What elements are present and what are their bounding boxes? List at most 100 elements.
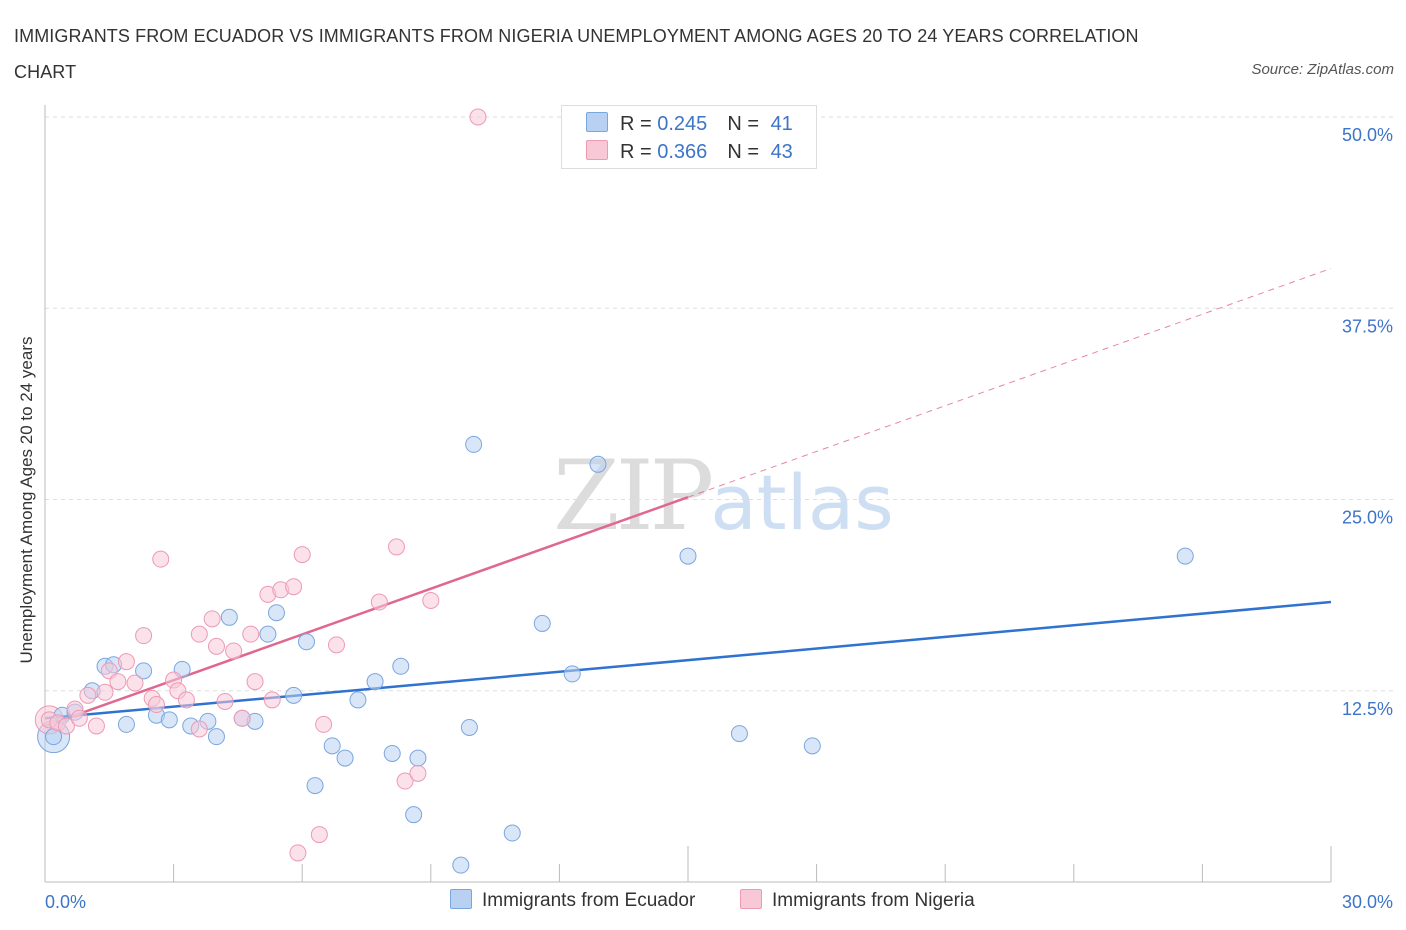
point-nigeria bbox=[315, 715, 333, 733]
point-ecuador bbox=[366, 673, 384, 691]
point-nigeria bbox=[289, 844, 307, 862]
x-ticks bbox=[44, 846, 1332, 882]
point-ecuador bbox=[730, 725, 748, 743]
series-label-nigeria: Immigrants from Nigeria bbox=[772, 890, 975, 911]
point-nigeria bbox=[293, 546, 311, 564]
point-nigeria bbox=[216, 692, 234, 710]
gridlines bbox=[45, 116, 1393, 692]
y-tick-label: 25.0% bbox=[1342, 508, 1393, 528]
legend-n-label: N = bbox=[727, 141, 765, 163]
point-nigeria bbox=[203, 610, 221, 628]
point-nigeria bbox=[70, 709, 88, 727]
series-legend-nigeria[interactable]: Immigrants from Nigeria bbox=[740, 889, 975, 912]
axes bbox=[44, 105, 1331, 883]
point-ecuador bbox=[563, 665, 581, 683]
point-nigeria bbox=[327, 636, 345, 654]
point-nigeria bbox=[190, 625, 208, 643]
source-label: Source: ZipAtlas.com bbox=[1251, 61, 1394, 78]
point-nigeria bbox=[409, 764, 427, 782]
trend-line-extension-nigeria bbox=[687, 267, 1332, 498]
legend-r-value-nigeria: 0.366 bbox=[657, 141, 708, 163]
point-ecuador bbox=[460, 718, 478, 736]
chart-title: IMMIGRANTS FROM ECUADOR VS IMMIGRANTS FR… bbox=[14, 26, 1139, 82]
x-tick-label: 0.0% bbox=[45, 892, 86, 912]
point-ecuador bbox=[117, 715, 135, 733]
point-nigeria bbox=[135, 627, 153, 645]
point-nigeria bbox=[370, 593, 388, 611]
point-ecuador bbox=[160, 711, 178, 729]
point-ecuador bbox=[207, 728, 225, 746]
point-nigeria bbox=[79, 686, 97, 704]
point-ecuador bbox=[267, 604, 285, 622]
trend-line-nigeria bbox=[44, 496, 689, 728]
point-ecuador bbox=[285, 686, 303, 704]
point-nigeria bbox=[242, 625, 260, 643]
point-nigeria bbox=[422, 591, 440, 609]
series-legend-ecuador[interactable]: Immigrants from Ecuador bbox=[450, 889, 695, 912]
point-nigeria bbox=[126, 674, 144, 692]
watermark-atlas: atlas bbox=[710, 458, 894, 547]
point-ecuador bbox=[1176, 547, 1194, 565]
series-swatch-ecuador bbox=[450, 889, 472, 909]
point-ecuador bbox=[383, 744, 401, 762]
point-nigeria bbox=[207, 637, 225, 655]
point-nigeria bbox=[152, 550, 170, 568]
series-swatch-nigeria bbox=[740, 889, 762, 909]
point-ecuador bbox=[405, 806, 423, 824]
watermark: ZIPatlas bbox=[553, 440, 894, 552]
point-ecuador bbox=[135, 662, 153, 680]
point-ecuador bbox=[259, 625, 277, 643]
point-nigeria bbox=[396, 772, 414, 790]
legend-n-value-ecuador: 41 bbox=[770, 113, 793, 135]
legend-swatch-nigeria bbox=[586, 140, 608, 160]
point-nigeria bbox=[310, 826, 328, 844]
y-axis-label-wrap: Unemployment Among Ages 20 to 24 years bbox=[2, 300, 52, 700]
y-tick-label: 37.5% bbox=[1342, 316, 1393, 336]
point-nigeria bbox=[177, 691, 195, 709]
legend-r-label: R = bbox=[620, 141, 658, 163]
correlation-legend: R = 0.245 N = 41 R = 0.366 N = 43 bbox=[561, 105, 817, 169]
point-nigeria bbox=[469, 108, 487, 126]
legend-r-value-ecuador: 0.245 bbox=[657, 113, 708, 135]
point-ecuador bbox=[349, 691, 367, 709]
point-ecuador bbox=[323, 737, 341, 755]
point-nigeria bbox=[225, 642, 243, 660]
point-nigeria bbox=[263, 691, 281, 709]
legend-r-label: R = bbox=[620, 113, 658, 135]
point-nigeria bbox=[87, 717, 105, 735]
point-ecuador bbox=[409, 749, 427, 767]
trend-line-ecuador bbox=[44, 600, 1332, 720]
legend-n-value-nigeria: 43 bbox=[770, 141, 793, 163]
trend-lines bbox=[44, 267, 1332, 728]
y-axis-label: Unemployment Among Ages 20 to 24 years bbox=[17, 336, 36, 664]
legend-n-label: N = bbox=[727, 113, 765, 135]
point-nigeria bbox=[233, 709, 251, 727]
point-ecuador bbox=[220, 608, 238, 626]
point-nigeria bbox=[57, 717, 75, 735]
point-nigeria bbox=[109, 673, 127, 691]
point-nigeria bbox=[117, 653, 135, 671]
point-nigeria bbox=[190, 720, 208, 738]
series-label-ecuador: Immigrants from Ecuador bbox=[482, 890, 696, 911]
point-ecuador bbox=[503, 824, 521, 842]
point-ecuador bbox=[465, 435, 483, 453]
legend-swatch-ecuador bbox=[586, 112, 608, 132]
x-tick-label: 30.0% bbox=[1342, 892, 1393, 912]
point-ecuador bbox=[803, 737, 821, 755]
tick-labels: 12.5% 25.0% 37.5% 50.0% 0.0% 30.0% bbox=[45, 125, 1393, 912]
data-points bbox=[34, 108, 1194, 874]
point-ecuador bbox=[452, 856, 470, 874]
y-tick-label: 50.0% bbox=[1342, 125, 1393, 145]
y-tick-label: 12.5% bbox=[1342, 699, 1393, 719]
point-nigeria bbox=[96, 683, 114, 701]
point-ecuador bbox=[533, 614, 551, 632]
point-ecuador bbox=[392, 657, 410, 675]
watermark-zip: ZIP bbox=[553, 440, 714, 552]
point-nigeria bbox=[246, 673, 264, 691]
legend-row-ecuador: R = 0.245 N = 41 bbox=[586, 112, 793, 136]
point-nigeria bbox=[147, 696, 165, 714]
point-ecuador bbox=[297, 633, 315, 651]
point-nigeria bbox=[388, 538, 406, 556]
point-ecuador bbox=[306, 777, 324, 795]
